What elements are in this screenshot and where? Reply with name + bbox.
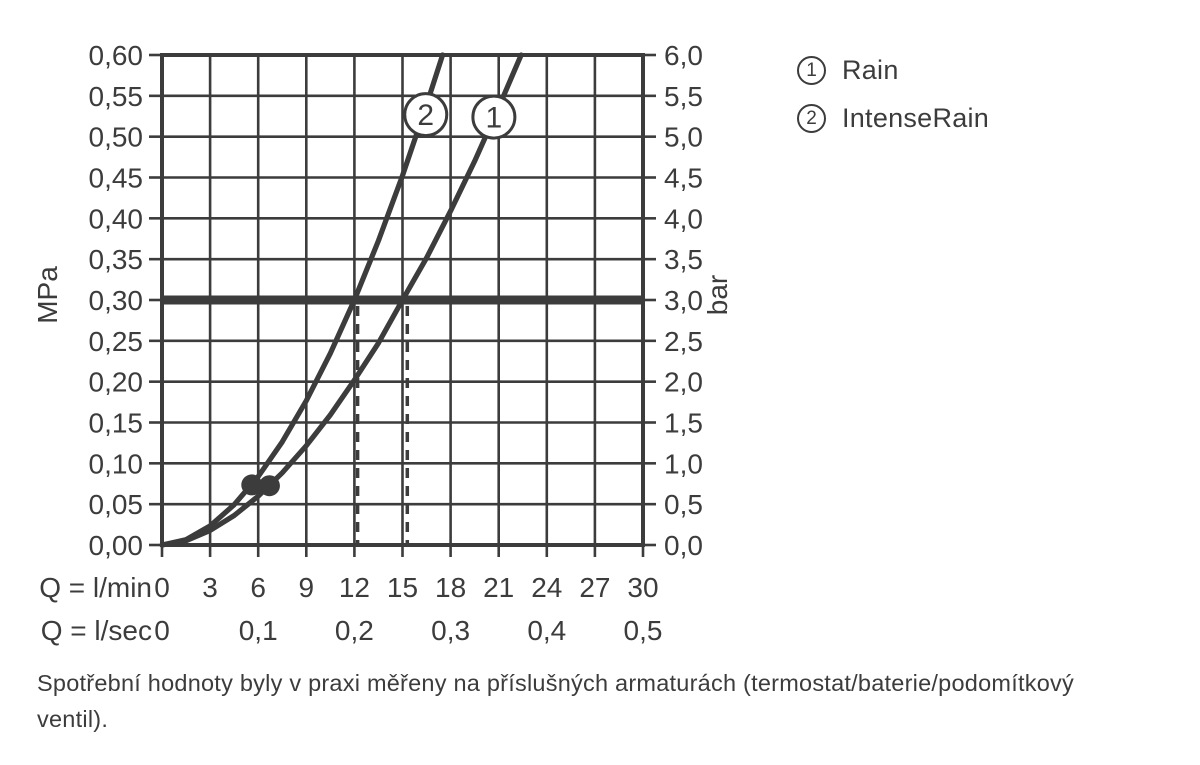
legend-item-rain: 1 Rain <box>797 54 989 86</box>
marker-rain <box>258 475 280 497</box>
x-axis-row-lmin: Q = l/min 0 3 6 9 12 15 18 21 24 27 30 <box>39 572 658 603</box>
svg-text:27: 27 <box>579 572 610 603</box>
legend-label-rain: Rain <box>842 54 899 85</box>
svg-text:4,0: 4,0 <box>664 203 703 234</box>
svg-text:0,60: 0,60 <box>89 40 144 71</box>
svg-text:0,20: 0,20 <box>89 367 144 398</box>
right-axis-unit-label: bar <box>702 275 733 315</box>
legend-item-intenserain: 2 IntenseRain <box>797 102 989 134</box>
legend-number-2-icon: 2 <box>797 103 826 133</box>
svg-text:3,5: 3,5 <box>664 244 703 275</box>
svg-text:24: 24 <box>531 572 562 603</box>
curve-rain <box>159 52 524 548</box>
svg-text:5,0: 5,0 <box>664 122 703 153</box>
svg-text:0,55: 0,55 <box>89 81 144 112</box>
svg-text:2: 2 <box>417 99 434 132</box>
svg-text:0,25: 0,25 <box>89 326 144 357</box>
legend-label-intenserain: IntenseRain <box>842 102 990 133</box>
svg-text:0,45: 0,45 <box>89 163 144 194</box>
svg-text:3,0: 3,0 <box>664 285 703 316</box>
dashed-drop-lines <box>355 306 410 545</box>
svg-text:15: 15 <box>387 572 418 603</box>
flow-rate-chart: 120,600,550,500,450,400,350,300,250,200,… <box>32 40 733 646</box>
svg-text:30: 30 <box>627 572 658 603</box>
marker-intenserain <box>241 474 263 496</box>
svg-text:2,5: 2,5 <box>664 326 703 357</box>
right-axis-tick-labels: 6,0 5,5 5,0 4,5 4,0 3,5 3,0 2,5 2,0 1,5 1,0 0,5 0,0 <box>664 40 703 561</box>
svg-text:0,4: 0,4 <box>527 615 566 646</box>
left-axis-tick-labels: 0,60 0,55 0,50 0,45 0,40 0,35 0,30 0,25 0,20 0,15… <box>89 40 144 561</box>
svg-text:0,05: 0,05 <box>89 489 144 520</box>
x-axis-row-lsec: Q = l/sec 0 0,1 0,2 0,3 0,4 0,5 <box>41 615 663 646</box>
left-axis-unit-label: MPa <box>32 266 63 324</box>
svg-text:4,5: 4,5 <box>664 163 703 194</box>
svg-text:12: 12 <box>339 572 370 603</box>
svg-text:6: 6 <box>250 572 266 603</box>
svg-text:Q = l/min: Q = l/min <box>39 572 152 603</box>
svg-text:6,0: 6,0 <box>664 40 703 71</box>
svg-text:5,5: 5,5 <box>664 81 703 112</box>
caption-line-2: ventil). <box>37 706 109 732</box>
svg-text:0,00: 0,00 <box>89 530 144 561</box>
svg-text:0,40: 0,40 <box>89 203 144 234</box>
svg-text:0: 0 <box>154 572 170 603</box>
legend-number-1-icon: 1 <box>797 55 826 85</box>
svg-text:Q = l/sec: Q = l/sec <box>41 615 152 646</box>
curve-label-1: 1 <box>471 94 517 140</box>
svg-text:1: 1 <box>486 102 503 135</box>
svg-text:0,1: 0,1 <box>239 615 278 646</box>
svg-text:9: 9 <box>299 572 315 603</box>
svg-text:0,5: 0,5 <box>664 489 703 520</box>
legend: 1 Rain 2 IntenseRain <box>797 54 989 150</box>
svg-text:0,15: 0,15 <box>89 408 144 439</box>
svg-text:0,2: 0,2 <box>335 615 374 646</box>
svg-text:0: 0 <box>154 615 170 646</box>
caption-line-1: Spotřební hodnoty byly v praxi měřeny na… <box>37 670 1074 696</box>
svg-text:3: 3 <box>202 572 218 603</box>
svg-text:0,30: 0,30 <box>89 285 144 316</box>
svg-text:0,5: 0,5 <box>624 615 663 646</box>
svg-text:0,50: 0,50 <box>89 122 144 153</box>
curve-label-2: 2 <box>403 92 449 138</box>
svg-text:0,10: 0,10 <box>89 448 144 479</box>
svg-text:18: 18 <box>435 572 466 603</box>
svg-text:2,0: 2,0 <box>664 367 703 398</box>
svg-text:1,5: 1,5 <box>664 408 703 439</box>
svg-text:0,35: 0,35 <box>89 244 144 275</box>
caption: Spotřební hodnoty byly v praxi měřeny na… <box>37 665 1074 737</box>
curve-intenserain <box>159 52 446 548</box>
svg-text:0,0: 0,0 <box>664 530 703 561</box>
svg-text:21: 21 <box>483 572 514 603</box>
svg-text:1,0: 1,0 <box>664 448 703 479</box>
svg-text:0,3: 0,3 <box>431 615 470 646</box>
